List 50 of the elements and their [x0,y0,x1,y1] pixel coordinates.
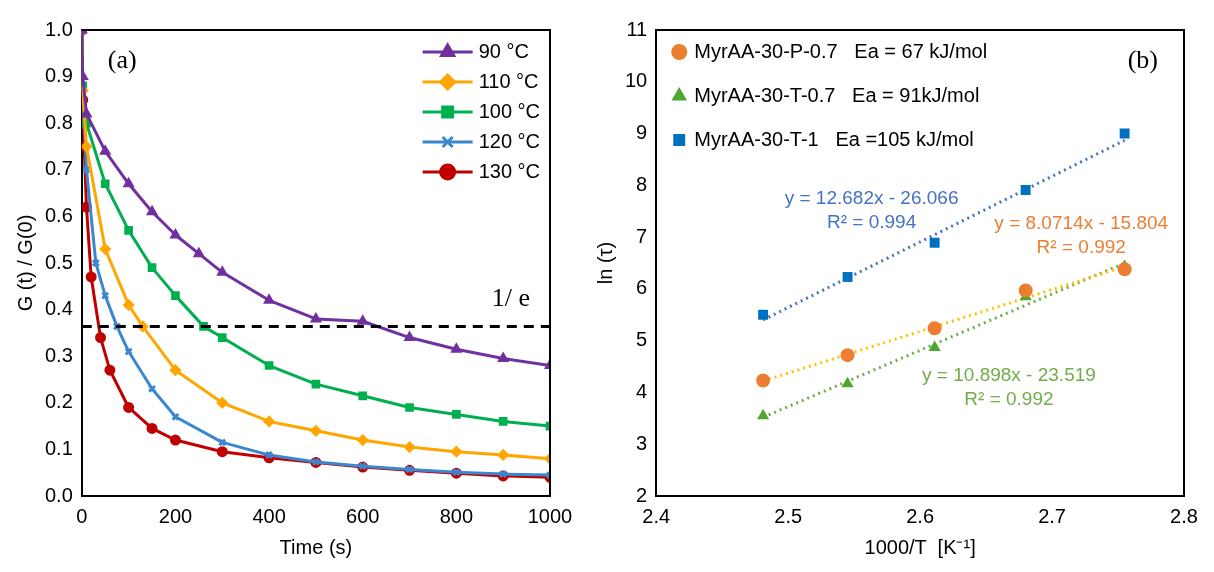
x-tick-label: 2.4 [642,504,671,527]
x-tick-label: 0 [76,504,88,527]
y-tick-label: 11 [626,17,648,40]
y-tick-label: 0.2 [44,390,73,413]
y-tick-label: 4 [636,379,648,402]
y-tick-label: 0.0 [44,483,73,506]
ref-line-label: 1/ e [491,283,530,313]
y-tick-label: 10 [625,69,648,92]
y-tick-label: 0.3 [44,343,73,366]
x-tick-label: 2.6 [906,504,935,527]
y-tick-label: 0.8 [44,110,73,133]
legend-label: MyrAA-30-T-1 Ea =105 kJ/mol [694,127,974,150]
annotation: y = 10.898x - 23.519 R² = 0.992 [922,363,1096,409]
x-tick-label: 1000 [527,504,573,527]
y-axis-title: ln (τ) [593,241,616,285]
y-tick-label: 6 [636,276,648,299]
annotation: (b) [1127,44,1158,74]
y-tick-label: 5 [636,328,648,351]
x-tick-label: 400 [252,504,286,527]
legend-label: 100 °C [478,99,541,122]
x-tick-label: 200 [158,504,193,527]
x-axis-title: 1000/T [K⁻¹] [864,535,976,558]
legend-label: 90 °C [478,39,529,62]
y-tick-label: 0.9 [44,64,73,87]
legend-label: 110 °C [478,69,539,92]
x-tick-label: 600 [346,504,380,527]
x-axis-title: Time (s) [279,535,353,558]
y-tick-label: 0.7 [44,157,73,180]
y-tick-label: 1.0 [44,17,73,40]
y-tick-label: 0.5 [44,250,73,273]
y-tick-label: 0.6 [44,203,73,226]
y-tick-label: 9 [636,121,648,144]
annotation: y = 12.682x - 26.066 R² = 0.994 [784,187,959,233]
x-tick-label: 2.5 [774,504,803,527]
annotation: y = 8.0714x - 15.804 R² = 0.992 [994,211,1169,257]
x-tick-label: 800 [439,504,474,527]
legend-label: 120 °C [478,129,541,152]
annotation: (a) [107,44,137,74]
y-tick-label: 3 [636,431,648,454]
y-tick-label: 8 [636,172,648,195]
y-axis-title: G (t) / G(0) [13,214,36,312]
y-tick-label: 2 [636,483,648,506]
legend-label: MyrAA-30-P-0.7 Ea = 67 kJ/mol [694,39,988,62]
y-tick-label: 0.1 [44,436,73,459]
legend-label: MyrAA-30-T-0.7 Ea = 91kJ/mol [694,83,980,106]
x-tick-label: 2.8 [1170,504,1198,527]
y-tick-label: 7 [636,224,648,247]
x-tick-label: 2.7 [1038,504,1066,527]
legend-label: 130 °C [478,159,541,182]
y-tick-label: 0.4 [44,297,73,320]
